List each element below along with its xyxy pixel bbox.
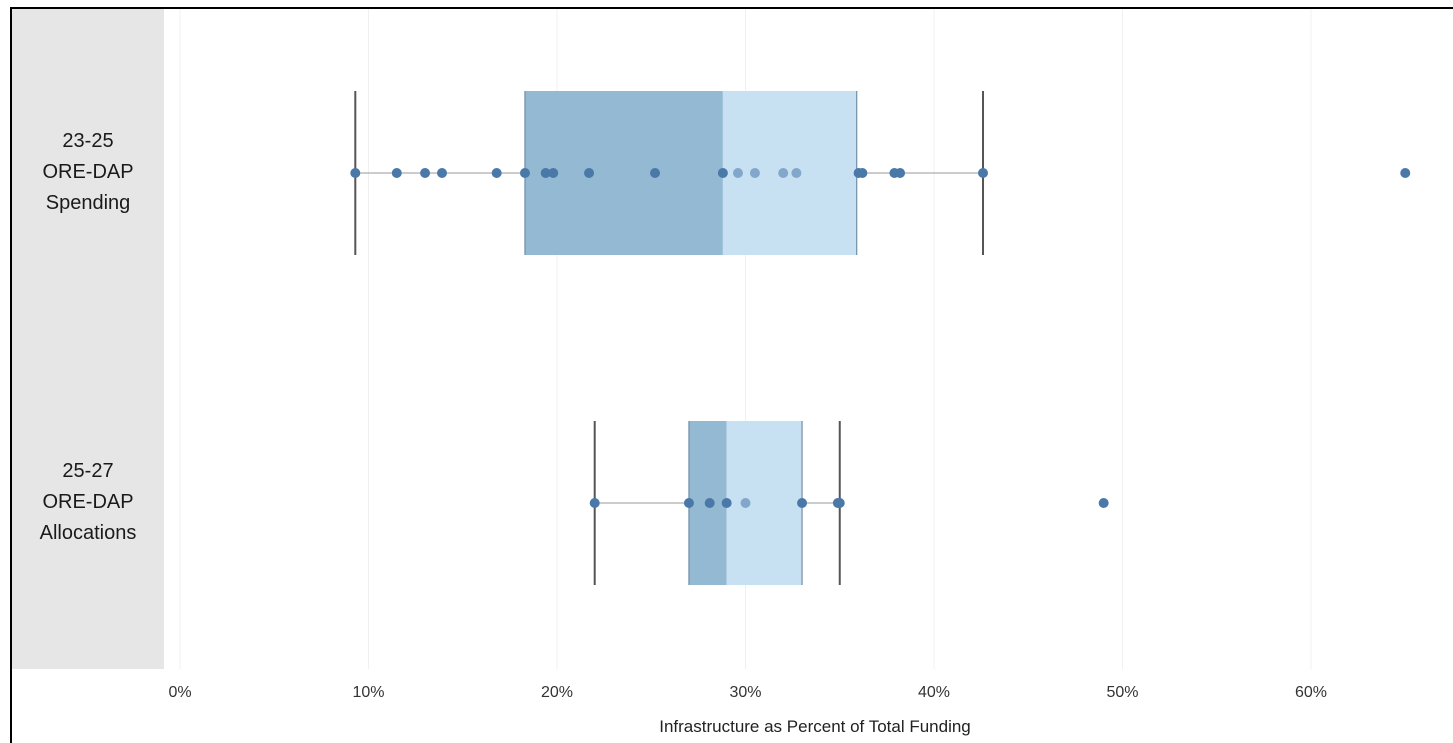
data-point [584,168,595,178]
data-point [1098,498,1109,508]
data-point [732,168,743,178]
boxes [354,91,985,585]
data-point [791,168,802,178]
data-point [778,168,789,178]
box-upper-half [726,421,803,585]
data-point [437,168,448,178]
data-point [749,168,760,178]
data-point [834,498,845,508]
data-point [519,168,530,178]
data-point [548,168,559,178]
row-label-line: 25-27 [62,460,114,482]
data-point [740,498,751,508]
data-point [491,168,502,178]
x-tick-label: 20% [541,684,573,701]
data-point [683,498,694,508]
data-point [978,168,989,178]
row-label-spending: 23-25 ORE-DAP Spending [12,126,164,219]
data-point [721,498,732,508]
data-point [857,168,868,178]
data-point [540,168,551,178]
x-tick-label: 30% [729,684,761,701]
row-label-line: ORE-DAP [42,161,134,183]
x-axis-ticks: 0% 10% 20% 30% 40% 50% 60% [168,684,1327,701]
row-label-line: Allocations [39,522,137,544]
data-point [420,168,431,178]
data-point [717,168,728,178]
data-points [350,168,1411,508]
data-point [895,168,906,178]
x-tick-label: 10% [352,684,384,701]
x-tick-label: 60% [1295,684,1327,701]
row-label-line: 23-25 [62,130,114,152]
x-tick-label: 40% [918,684,950,701]
data-point [1400,168,1411,178]
row-label-line: Spending [45,192,131,214]
x-tick-label: 50% [1106,684,1138,701]
data-point [797,498,808,508]
data-point [704,498,715,508]
chart-frame [10,7,1453,743]
data-point [589,498,600,508]
data-point [391,168,402,178]
data-point [350,168,361,178]
row-label-line: ORE-DAP [42,491,134,513]
data-point [650,168,661,178]
row-label-allocations: 25-27 ORE-DAP Allocations [12,456,164,549]
row-header-panel [12,9,164,669]
x-axis-title: Infrastructure as Percent of Total Fundi… [659,717,971,736]
x-tick-label: 0% [168,684,191,701]
box-upper-half [722,91,857,255]
